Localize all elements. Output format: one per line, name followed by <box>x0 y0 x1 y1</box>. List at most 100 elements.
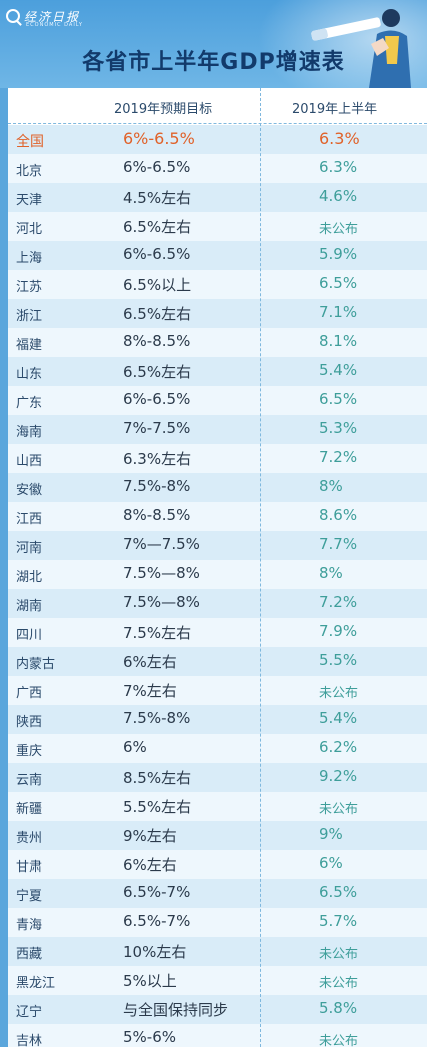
province-name: 广西 <box>16 686 43 701</box>
table-row: 天津 4.5%左右 4.6% <box>8 183 427 212</box>
target-value: 5%以上 <box>123 972 177 990</box>
actual-value: 6.5% <box>319 390 358 408</box>
actual-value: 5.8% <box>319 999 358 1017</box>
actual-value: 5.5% <box>319 651 358 669</box>
actual-value: 6% <box>319 854 343 872</box>
province-name: 吉林 <box>16 1034 43 1047</box>
province-name: 福建 <box>16 338 43 353</box>
actual-value: 7.2% <box>319 593 358 611</box>
table-row: 湖北 7.5%—8% 8% <box>8 560 427 589</box>
table-row: 云南 8.5%左右 9.2% <box>8 763 427 792</box>
table-row: 河南 7%—7.5% 7.7% <box>8 531 427 560</box>
actual-value: 未公布 <box>319 976 359 991</box>
header-banner: 经济日报 ECONOMIC DAILY 各省市上半年GDP增速表 <box>0 0 427 88</box>
target-value: 6.3%左右 <box>123 450 192 468</box>
target-value: 4.5%左右 <box>123 189 192 207</box>
target-value: 7%—7.5% <box>123 535 200 553</box>
actual-value: 8.6% <box>319 506 358 524</box>
table-row: 贵州 9%左右 9% <box>8 821 427 850</box>
brand-subname: ECONOMIC DAILY <box>26 22 83 28</box>
table-row: 四川 7.5%左右 7.9% <box>8 618 427 647</box>
table-row: 宁夏 6.5%-7% 6.5% <box>8 879 427 908</box>
actual-value: 5.4% <box>319 709 358 727</box>
table-row: 河北 6.5%左右 未公布 <box>8 212 427 241</box>
province-name: 云南 <box>16 773 43 788</box>
table-row: 内蒙古 6%左右 5.5% <box>8 647 427 676</box>
table-header: 2019年预期目标 2019年上半年 <box>8 88 427 124</box>
actual-value: 未公布 <box>319 947 359 962</box>
target-value: 6%-6.5% <box>123 390 191 408</box>
target-value: 与全国保持同步 <box>123 1001 229 1019</box>
table-row: 辽宁 与全国保持同步 5.8% <box>8 995 427 1024</box>
target-value: 6.5%-7% <box>123 912 191 930</box>
province-name: 北京 <box>16 164 43 179</box>
actual-value: 6.5% <box>319 274 358 292</box>
target-value: 6.5%左右 <box>123 305 192 323</box>
province-name: 天津 <box>16 193 43 208</box>
actual-value: 未公布 <box>319 686 359 701</box>
table-row: 海南 7%-7.5% 5.3% <box>8 415 427 444</box>
province-name: 四川 <box>16 628 43 643</box>
table-row: 江苏 6.5%以上 6.5% <box>8 270 427 299</box>
target-value: 6.5%以上 <box>123 276 192 294</box>
target-value: 6%左右 <box>123 653 177 671</box>
target-value: 10%左右 <box>123 943 187 961</box>
target-value: 6%-6.5% <box>123 129 195 148</box>
actual-value: 5.4% <box>319 361 358 379</box>
col-header-target: 2019年预期目标 <box>114 102 213 117</box>
actual-value: 6.2% <box>319 738 358 756</box>
province-name: 青海 <box>16 918 43 933</box>
province-name: 上海 <box>16 251 43 266</box>
target-value: 6.5%左右 <box>123 218 192 236</box>
actual-value: 未公布 <box>319 1034 359 1047</box>
province-name: 河北 <box>16 222 43 237</box>
province-name: 陕西 <box>16 715 43 730</box>
magnifier-logo-icon <box>6 9 20 23</box>
col-header-actual: 2019年上半年 <box>292 102 378 117</box>
actual-value: 未公布 <box>319 222 359 237</box>
table-row: 北京 6%-6.5% 6.3% <box>8 154 427 183</box>
province-name: 全国 <box>16 134 44 150</box>
target-value: 6%-6.5% <box>123 158 191 176</box>
actual-value: 6.3% <box>319 129 360 148</box>
province-name: 广东 <box>16 396 43 411</box>
province-name: 湖南 <box>16 599 43 614</box>
target-value: 7.5%—8% <box>123 564 200 582</box>
province-name: 新疆 <box>16 802 43 817</box>
target-value: 8%-8.5% <box>123 332 191 350</box>
province-name: 山西 <box>16 454 43 469</box>
table-row: 山东 6.5%左右 5.4% <box>8 357 427 386</box>
table-row: 青海 6.5%-7% 5.7% <box>8 908 427 937</box>
page-title: 各省市上半年GDP增速表 <box>82 50 345 75</box>
actual-value: 7.1% <box>319 303 358 321</box>
target-value: 6.5%左右 <box>123 363 192 381</box>
table-row: 安徽 7.5%-8% 8% <box>8 473 427 502</box>
brand-logo: 经济日报 ECONOMIC DAILY <box>6 4 83 28</box>
province-name: 重庆 <box>16 744 43 759</box>
table-row: 甘肃 6%左右 6% <box>8 850 427 879</box>
province-name: 甘肃 <box>16 860 43 875</box>
actual-value: 5.7% <box>319 912 358 930</box>
province-name: 安徽 <box>16 483 43 498</box>
province-name: 贵州 <box>16 831 43 846</box>
target-value: 7.5%—8% <box>123 593 200 611</box>
table-row: 福建 8%-8.5% 8.1% <box>8 328 427 357</box>
table-row: 江西 8%-8.5% 8.6% <box>8 502 427 531</box>
actual-value: 未公布 <box>319 802 359 817</box>
table-row: 新疆 5.5%左右 未公布 <box>8 792 427 821</box>
target-value: 6.5%-7% <box>123 883 191 901</box>
table-row: 全国 6%-6.5% 6.3% <box>8 125 427 154</box>
table-row: 广东 6%-6.5% 6.5% <box>8 386 427 415</box>
province-name: 辽宁 <box>16 1005 43 1020</box>
target-value: 6% <box>123 738 147 756</box>
actual-value: 6.3% <box>319 158 358 176</box>
target-value: 6%-6.5% <box>123 245 191 263</box>
target-value: 8.5%左右 <box>123 769 192 787</box>
column-divider <box>260 88 261 1047</box>
target-value: 6%左右 <box>123 856 177 874</box>
actual-value: 9.2% <box>319 767 358 785</box>
table-row: 浙江 6.5%左右 7.1% <box>8 299 427 328</box>
brand-name: 经济日报 <box>24 9 81 24</box>
province-name: 宁夏 <box>16 889 43 904</box>
table-row: 重庆 6% 6.2% <box>8 734 427 763</box>
